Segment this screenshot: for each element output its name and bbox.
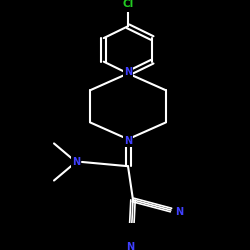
Text: N: N: [175, 207, 183, 217]
Text: N: N: [126, 242, 134, 250]
Text: N: N: [72, 157, 80, 167]
Text: Cl: Cl: [122, 0, 134, 9]
Text: N: N: [124, 67, 132, 77]
Text: N: N: [124, 136, 132, 146]
